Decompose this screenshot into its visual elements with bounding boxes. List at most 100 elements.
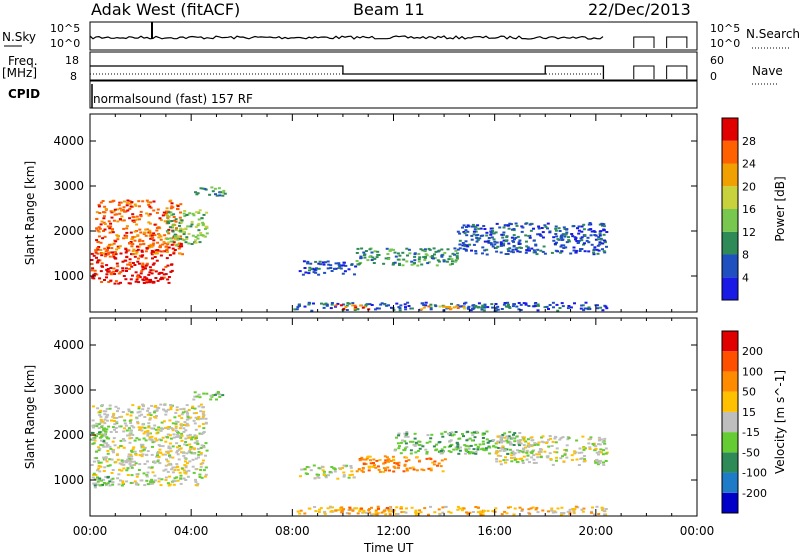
freq-tick-bottom: 8 [70, 70, 77, 83]
y-tick-label: 4000 [53, 338, 84, 352]
x-tick-label: 04:00 [174, 524, 209, 538]
colorbar-tick-label: 16 [742, 203, 756, 216]
nsky-trace [89, 35, 604, 40]
date-title: 22/Dec/2013 [588, 0, 691, 19]
scatter-region [91, 426, 108, 445]
colorbar-step [722, 391, 738, 412]
heatmap-velocity [90, 391, 609, 516]
scatter-region [298, 260, 358, 276]
colorbar-tick-label: 28 [742, 135, 756, 148]
colorbar-step [722, 371, 738, 392]
freq-block [666, 65, 688, 79]
colorbar-step [722, 186, 738, 209]
panel-frame-velocity [89, 317, 698, 517]
colorbar-step [722, 472, 738, 493]
y-axis-label: Slant Range [km] [23, 161, 37, 265]
colorbar-step [722, 231, 738, 255]
scatter-region [456, 222, 609, 256]
colorbar-tick-label: 24 [742, 158, 756, 171]
nsearch-tick-top: 10^5 [710, 22, 741, 35]
y-tick-label: 4000 [53, 134, 84, 148]
colorbar-label: Power [dB] [773, 176, 787, 241]
nsky-tick-bottom: 10^0 [50, 37, 81, 50]
colorbar-tick-label: 20 [742, 180, 756, 193]
colorbar-tick-label: 100 [742, 365, 763, 378]
station-title: Adak West (fitACF) [91, 0, 241, 19]
y-tick-label: 2000 [53, 224, 84, 238]
x-tick-label: 12:00 [376, 524, 411, 538]
colorbar-tick-label: -200 [742, 487, 767, 500]
scatter-region [90, 403, 209, 487]
x-tick-label: 20:00 [579, 524, 614, 538]
x-tick-label: 08:00 [275, 524, 310, 538]
scatter-region [192, 391, 225, 401]
colorbar-step [722, 140, 738, 164]
nave-tick-top: 60 [710, 54, 724, 67]
colorbar-frame [721, 330, 739, 514]
scatter-region [355, 455, 447, 473]
nsky-block [633, 36, 655, 48]
scatter-region [90, 249, 174, 285]
scatter-region [165, 209, 209, 247]
colorbar-step [722, 163, 738, 187]
y-tick-label: 3000 [53, 179, 84, 193]
colorbar-step [722, 331, 738, 352]
colorbar-step [722, 492, 738, 513]
nave-label: Nave [752, 64, 783, 78]
colorbar-step [722, 351, 738, 372]
colorbar-tick-label: 4 [742, 271, 749, 284]
y-axis-label: Slant Range [km] [23, 365, 37, 469]
x-tick-label: 00:00 [680, 524, 715, 538]
nsky-label: N.Sky [2, 30, 37, 44]
freq-block [633, 65, 655, 79]
y-tick-label: 1000 [53, 269, 84, 283]
scatter-region [355, 247, 459, 267]
x-tick-label: 00:00 [73, 524, 108, 538]
scatter-region [420, 305, 466, 311]
freq-tick-top: 18 [65, 54, 79, 67]
y-tick-label: 2000 [53, 428, 84, 442]
colorbar-tick-label: 8 [742, 249, 749, 262]
scatter-region [296, 505, 608, 516]
x-tick-label: 16:00 [477, 524, 512, 538]
colorbar-tick-label: 12 [742, 226, 756, 239]
colorbar-tick-label: 200 [742, 345, 763, 358]
colorbar-label: Velocity [m s^-1] [773, 370, 787, 474]
colorbar-tick-label: -100 [742, 467, 767, 480]
colorbar-tick-label: 50 [742, 386, 756, 399]
x-axis-label: Time UT [364, 541, 414, 555]
colorbar-step [722, 118, 738, 141]
colorbar-tick-label: -15 [742, 426, 760, 439]
freq-trace [90, 65, 605, 79]
scatter-region [194, 186, 227, 197]
y-tick-label: 3000 [53, 383, 84, 397]
colorbar-step [722, 452, 738, 473]
colorbar-tick-label: -50 [742, 446, 760, 459]
beam-title: Beam 11 [353, 0, 425, 19]
y-tick-label: 1000 [53, 473, 84, 487]
colorbar-frame [721, 117, 739, 301]
cpid-text: normalsound (fast) 157 RF [93, 92, 253, 106]
scatter-region [494, 435, 609, 466]
colorbar-step [722, 209, 738, 232]
nsearch-label: N.Search [746, 27, 800, 41]
scatter-region [91, 475, 115, 489]
colorbar-tick-label: 15 [742, 406, 756, 419]
scatter-region [334, 506, 396, 514]
nave-tick-bottom: 0 [710, 70, 717, 83]
freq-label: Freq. [8, 54, 38, 68]
scatter-region [299, 464, 356, 480]
nsearch-tick-bottom: 10^0 [710, 37, 741, 50]
colorbar-step [722, 432, 738, 453]
cpid-label: CPID [8, 87, 41, 101]
nsky-panel [89, 21, 698, 51]
nsky-tick-top: 10^5 [50, 22, 81, 35]
colorbar-step [722, 277, 738, 300]
nsky-block [666, 36, 688, 48]
cpid-panel [89, 80, 698, 109]
heatmap-power [90, 186, 609, 312]
colorbar-step [722, 411, 738, 433]
colorbar-step [722, 254, 738, 278]
